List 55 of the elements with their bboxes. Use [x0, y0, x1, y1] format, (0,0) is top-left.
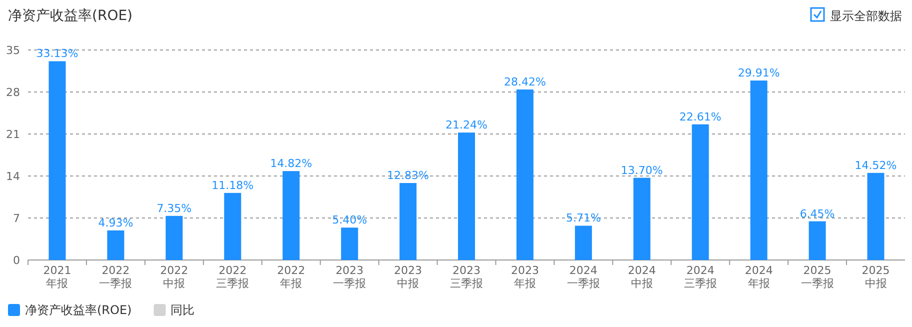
x-tick-label: 2025 一季报: [800, 264, 834, 290]
y-tick-label: 7: [13, 212, 20, 225]
data-label: 12.83%: [387, 169, 430, 182]
data-label: 7.35%: [156, 202, 192, 215]
data-label: 22.61%: [679, 110, 722, 124]
data-label: 29.91%: [738, 66, 780, 80]
x-tick-label: 2022 一季报: [99, 264, 132, 290]
bar: [400, 183, 417, 260]
bar: [692, 124, 709, 260]
chart-title: 净资产收益率(ROE): [8, 8, 133, 24]
bar: [458, 132, 475, 260]
x-tick-label: 2023 三季报: [450, 264, 483, 290]
x-tick-label: 2023 年报: [510, 264, 539, 290]
data-label: 14.52%: [854, 158, 897, 172]
x-tick-label: 2023 中报: [394, 264, 422, 290]
x-tick-label: 2024 一季报: [566, 264, 600, 290]
x-tick-label: 2024 三季报: [684, 264, 717, 290]
x-tick-label: 2022 年报: [277, 264, 306, 290]
data-label: 28.42%: [504, 75, 546, 88]
data-label: 14.82%: [270, 157, 312, 170]
data-label: 6.45%: [800, 207, 835, 220]
data-label: 33.13%: [36, 47, 78, 60]
y-tick-label: 21: [6, 128, 20, 141]
bar: [224, 192, 242, 260]
x-tick-label: 2021 年报: [43, 264, 72, 290]
bar: [750, 80, 768, 260]
x-tick-label: 2025 中报: [862, 264, 890, 290]
bar: [867, 172, 884, 260]
bar: [48, 61, 66, 260]
y-tick-label: 0: [13, 254, 20, 267]
data-label: 11.18%: [212, 178, 254, 192]
data-label: 21.24%: [446, 118, 488, 132]
bar: [107, 230, 124, 260]
x-tick-label: 2023 一季报: [333, 264, 366, 290]
bar: [166, 216, 183, 260]
data-label: 5.71%: [566, 212, 601, 225]
bar: [341, 228, 358, 260]
legend-label: 净资产收益率(ROE): [25, 303, 132, 317]
x-tick-label: 2024 中报: [628, 264, 656, 290]
bar: [633, 178, 650, 260]
bar: [574, 226, 592, 260]
data-label: 5.40%: [332, 214, 368, 227]
data-label: 13.70%: [620, 164, 663, 177]
bar: [282, 171, 300, 260]
text: 显示全部数据: [830, 9, 902, 23]
x-tick-label: 2022 三季报: [216, 264, 250, 290]
legend-label: 同比: [170, 303, 195, 317]
x-tick-label: 2024 年报: [744, 264, 773, 290]
y-tick-label: 35: [6, 44, 20, 57]
x-tick-label: 2022 中报: [160, 264, 188, 290]
data-label: 4.93%: [98, 216, 134, 230]
bar: [516, 89, 534, 260]
y-tick-label: 14: [6, 170, 20, 183]
bar: [808, 221, 826, 260]
y-tick-label: 28: [6, 86, 20, 99]
